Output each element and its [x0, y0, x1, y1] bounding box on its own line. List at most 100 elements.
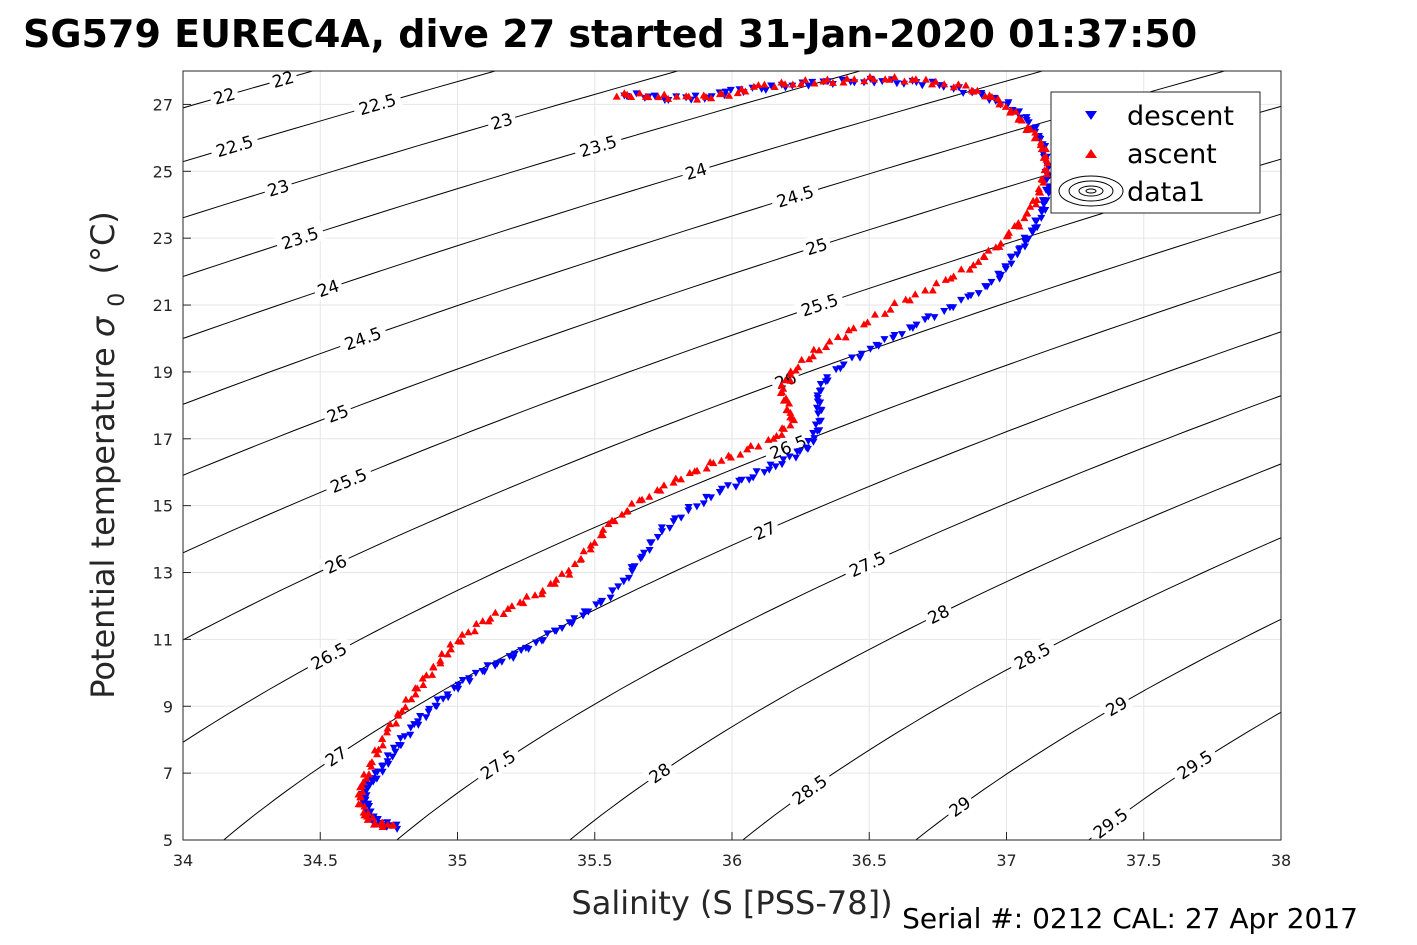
x-axis-ticks: 34 34.5 35 35.5 36 36.5 37 37.5 38	[173, 832, 1291, 870]
descent-point	[432, 703, 441, 711]
descent-point	[524, 645, 533, 653]
ascent-point	[418, 674, 427, 682]
descent-point	[465, 678, 474, 686]
ascent-point	[849, 324, 858, 332]
descent-point	[396, 735, 405, 743]
contour-label-bg	[769, 178, 821, 213]
ascent-point	[627, 93, 636, 101]
ascent-point	[786, 408, 795, 416]
descent-point	[483, 662, 492, 670]
ascent-point	[356, 800, 365, 808]
descent-point	[1013, 251, 1022, 259]
ascent-point	[788, 80, 797, 88]
ascent-point	[437, 649, 446, 657]
descent-point	[691, 92, 700, 100]
ascent-point	[778, 424, 787, 432]
ascent-point	[890, 299, 899, 307]
contour-label-bg	[336, 320, 389, 355]
ascent-point	[791, 366, 800, 374]
ascent-point	[503, 604, 512, 612]
contour-label-bg	[351, 87, 403, 120]
descent-point	[658, 528, 667, 536]
ascent-point	[921, 75, 930, 83]
ascent-point	[654, 93, 663, 101]
ascent-point	[596, 531, 605, 539]
descent-point	[406, 731, 415, 739]
x-tick-label: 37.5	[1126, 851, 1162, 870]
descent-point	[630, 563, 639, 571]
ascent-point	[443, 650, 452, 658]
descent-point	[493, 660, 502, 668]
ascent-point	[428, 670, 437, 678]
descent-point	[930, 314, 939, 322]
ascent-point	[564, 566, 573, 574]
descent-point	[699, 500, 708, 508]
descent-point	[665, 524, 674, 532]
ascent-point	[743, 445, 752, 453]
ascent-point	[422, 671, 431, 679]
ascent-point	[690, 467, 699, 475]
descent-point	[959, 89, 968, 97]
descent-point	[624, 574, 633, 582]
contour-label-bg	[783, 767, 835, 811]
ascent-point	[921, 286, 930, 294]
ascent-point	[702, 93, 711, 101]
ascent-point	[472, 619, 481, 627]
ascent-point	[491, 608, 500, 616]
ascent-point	[1023, 209, 1032, 217]
descent-point	[543, 630, 552, 638]
contour-label-group: 24	[679, 156, 713, 185]
ascent-point	[659, 481, 668, 489]
descent-point	[1004, 99, 1013, 107]
ascent-point	[454, 637, 463, 645]
ascent-point	[446, 640, 455, 648]
ascent-point	[890, 73, 899, 81]
descent-point	[425, 705, 434, 713]
descent-point	[389, 744, 398, 752]
ascent-point	[706, 458, 715, 466]
descent-point	[383, 758, 392, 766]
ascent-point	[622, 507, 631, 515]
y-axis-label-unit: (°C)	[84, 211, 122, 274]
descent-point	[1039, 150, 1048, 158]
x-tick-label: 34.5	[302, 851, 338, 870]
descent-point	[647, 539, 656, 547]
ascent-point	[833, 333, 842, 341]
descent-point	[874, 342, 883, 350]
ascent-point	[760, 80, 769, 88]
ascent-point	[623, 90, 632, 98]
ascent-point	[928, 80, 937, 88]
contour-labels: 222222.522.5232323.523.5242424.524.52525…	[207, 65, 1220, 845]
ascent-point	[394, 711, 403, 719]
descent-point	[892, 80, 901, 88]
descent-point	[657, 524, 666, 532]
contour-label-bg	[921, 598, 956, 629]
ascent-point	[499, 609, 508, 617]
descent-point	[836, 365, 845, 373]
data-points	[354, 72, 1054, 833]
ascent-point	[516, 598, 525, 606]
descent-point	[897, 331, 906, 339]
ascent-point	[786, 370, 795, 378]
ascent-point	[754, 81, 763, 89]
descent-point	[1007, 260, 1016, 268]
descent-point	[510, 650, 519, 658]
contour-label-bg	[471, 742, 523, 786]
descent-point	[517, 647, 526, 655]
contour-label-bg	[761, 428, 814, 465]
descent-point	[458, 676, 467, 684]
contour-label-bg	[747, 515, 782, 545]
ascent-point	[822, 342, 831, 350]
ascent-point	[1001, 102, 1010, 110]
descent-point	[771, 463, 780, 471]
ascent-point	[419, 680, 428, 688]
ascent-point	[446, 645, 455, 653]
ascent-point	[786, 413, 795, 421]
ascent-point	[946, 274, 955, 282]
svg-text:Potential temperature σ: Potential temperature σ 0 (°C)	[84, 211, 132, 699]
descent-point	[400, 733, 409, 741]
descent-point	[532, 639, 541, 647]
ascent-point	[373, 750, 382, 758]
ascent-point	[754, 442, 763, 450]
descent-point	[1030, 125, 1039, 133]
